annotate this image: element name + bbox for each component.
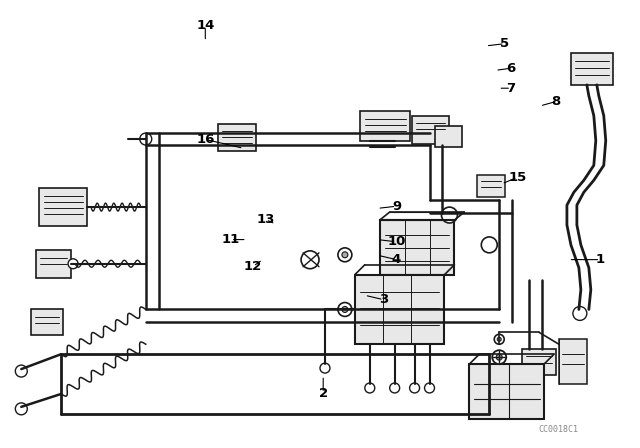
Circle shape: [140, 133, 152, 145]
Text: 13: 13: [257, 213, 275, 226]
Text: 14: 14: [196, 19, 214, 32]
Circle shape: [15, 403, 28, 415]
Circle shape: [497, 337, 501, 341]
Text: 8: 8: [551, 95, 561, 108]
Circle shape: [320, 363, 330, 373]
Circle shape: [338, 248, 352, 262]
Bar: [360, 111, 410, 141]
Text: 5: 5: [500, 37, 509, 50]
Circle shape: [573, 306, 587, 320]
Text: 9: 9: [392, 200, 401, 213]
Circle shape: [365, 383, 375, 393]
Bar: [522, 349, 556, 375]
Text: 10: 10: [387, 235, 406, 248]
Bar: [559, 339, 587, 384]
Text: 2: 2: [319, 387, 328, 400]
Bar: [39, 188, 87, 226]
Text: CC0018C1: CC0018C1: [539, 425, 579, 434]
Text: 7: 7: [507, 82, 516, 95]
Text: 16: 16: [196, 133, 214, 146]
Circle shape: [481, 237, 497, 253]
Bar: [218, 124, 256, 151]
Circle shape: [492, 350, 506, 364]
Circle shape: [494, 334, 504, 344]
Bar: [31, 310, 63, 335]
Bar: [412, 116, 449, 143]
Bar: [477, 175, 505, 197]
Text: 15: 15: [508, 171, 527, 184]
Circle shape: [342, 252, 348, 258]
Bar: [380, 220, 454, 275]
Text: 12: 12: [244, 260, 262, 273]
Bar: [355, 275, 444, 344]
Circle shape: [424, 383, 435, 393]
Text: 11: 11: [221, 233, 240, 246]
Bar: [435, 125, 462, 147]
Circle shape: [410, 383, 420, 393]
Bar: [571, 53, 612, 85]
Text: 6: 6: [506, 62, 516, 75]
Circle shape: [301, 251, 319, 269]
Circle shape: [442, 207, 458, 223]
Bar: [469, 364, 544, 419]
Circle shape: [496, 354, 502, 360]
Bar: [36, 250, 71, 278]
Circle shape: [68, 259, 78, 269]
Circle shape: [338, 302, 352, 316]
Circle shape: [390, 383, 399, 393]
Text: 3: 3: [379, 293, 388, 306]
Text: 4: 4: [392, 253, 401, 266]
Circle shape: [342, 306, 348, 312]
Circle shape: [15, 365, 28, 377]
Text: 1: 1: [596, 253, 605, 266]
